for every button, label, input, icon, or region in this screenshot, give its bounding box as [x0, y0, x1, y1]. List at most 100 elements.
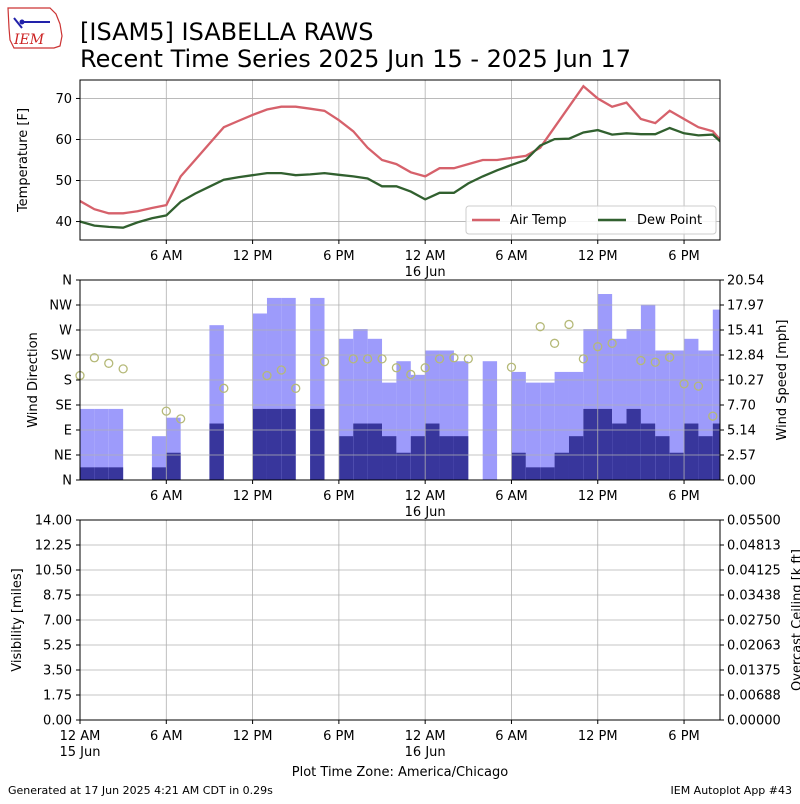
wind-dir-tick-label: NE [54, 449, 72, 464]
wind-gust-bar [540, 382, 555, 480]
wind-speed-bar [655, 436, 670, 480]
wind-speed-bar [439, 436, 454, 480]
wind-dir-tick-label: NW [49, 299, 72, 314]
temperature-xtick-label: 12 PM [233, 249, 273, 264]
wind-speed-ylabel: Wind Speed [mph] [775, 320, 790, 441]
wind-bars-clip [80, 294, 720, 480]
wind-direction-point [708, 411, 718, 421]
visibility-frame [79, 519, 721, 721]
wind-speed-tick-label: 2.57 [727, 449, 756, 464]
wind-speed-bar [151, 467, 167, 480]
wind-direction-point [104, 358, 114, 368]
wind-speed-bar [712, 423, 720, 480]
wind-speed-bar [94, 467, 109, 480]
wind-direction-point [420, 363, 430, 373]
wind-direction-point [176, 414, 186, 424]
generated-note: Generated at 17 Jun 2025 4:21 AM CDT in … [8, 784, 273, 797]
wind-speed-tick-label: 17.97 [727, 299, 764, 314]
wind-speed-bar [396, 452, 411, 480]
wind-speed-bar [583, 408, 598, 480]
timezone-label: Plot Time Zone: America/Chicago [292, 765, 508, 780]
ceiling-tick-label: 0.05500 [727, 514, 781, 529]
visibility-xtick-label: 12 AM [405, 729, 446, 744]
wind-speed-bar [568, 436, 584, 480]
wind-direction-point [434, 354, 445, 364]
visibility-xtick-date: 16 Jun [405, 745, 446, 760]
wind-gust-bar [94, 408, 109, 480]
temperature-ytick-label: 50 [55, 174, 72, 189]
wind-speed-bar [698, 436, 713, 480]
temperature-ylabel: Temperature [F] [16, 108, 31, 213]
visibility-ytick-label: 1.75 [43, 689, 72, 704]
wind-speed-tick-label: 0.00 [727, 474, 756, 489]
temperature-ytick-label: 60 [55, 133, 72, 148]
wind-dir-tick-label: W [59, 324, 72, 339]
wind-dir-tick-label: N [62, 474, 72, 489]
visibility-ytick-label: 10.50 [35, 564, 72, 579]
wind-xtick-label: 12 PM [578, 489, 618, 504]
wind-speed-bar [108, 467, 124, 480]
wind-gust-bar [108, 408, 124, 480]
wind-dir-tick-label: N [62, 274, 72, 289]
wind-direction-point [665, 352, 675, 362]
ceiling-tick-label: 0.01375 [727, 664, 781, 679]
logo-text: IEM [13, 32, 45, 48]
wind-dir-tick-label: S [64, 374, 72, 389]
wind-direction-point [262, 370, 272, 381]
wind-speed-bar [540, 467, 555, 480]
wind-direction-point [406, 369, 416, 380]
wind-speed-bar [266, 408, 282, 480]
temperature-xtick-label: 12 AM [405, 249, 446, 264]
legend-dew-point-label: Dew Point [637, 213, 702, 228]
wind-speed-bar [310, 408, 325, 480]
wind-bars [80, 294, 720, 480]
wind-direction-point [578, 354, 589, 364]
wind-xtick-label: 12 PM [233, 489, 273, 504]
wind-direction-point [593, 342, 603, 352]
wind-direction-point [291, 383, 301, 393]
visibility-ytick-label: 7.00 [43, 614, 72, 629]
wind-direction-point [679, 379, 689, 389]
temperature-xtick-label: 6 PM [668, 249, 699, 264]
ceiling-tick-label: 0.00688 [727, 689, 781, 704]
wind-gust-bar [525, 382, 541, 480]
visibility-grid [79, 519, 720, 721]
wind-speed-bar [453, 436, 469, 480]
ceiling-tick-label: 0.02063 [727, 639, 781, 654]
temperature-xtick-label: 6 AM [495, 249, 528, 264]
visibility-xtick-date: 15 Jun [60, 745, 101, 760]
visibility-ylabel: Visibility [miles] [10, 568, 25, 671]
visibility-xtick-label: 12 PM [233, 729, 273, 744]
wind-speed-bar [382, 436, 397, 480]
ceiling-tick-label: 0.04125 [727, 564, 781, 579]
wind-speed-bar [338, 436, 354, 480]
title-line-1: [ISAM5] ISABELLA RAWS [80, 18, 373, 46]
wind-xtick-label: 6 PM [323, 489, 354, 504]
wind-speed-bar [612, 423, 627, 480]
title-line-2: Recent Time Series 2025 Jun 15 - 2025 Ju… [80, 45, 631, 73]
visibility-xtick-label: 12 PM [578, 729, 618, 744]
wind-direction-ylabel: Wind Direction [26, 332, 41, 428]
wind-direction-point [362, 354, 373, 364]
temperature-ytick-label: 70 [55, 92, 72, 107]
wind-direction-point [391, 363, 402, 373]
ceiling-tick-label: 0.03438 [727, 589, 781, 604]
temperature-xtick-label: 6 AM [150, 249, 183, 264]
wind-speed-tick-label: 12.84 [727, 349, 764, 364]
temperature-xtick-date: 16 Jun [405, 265, 446, 280]
wind-direction-point [449, 353, 459, 363]
wind-direction-point [650, 357, 660, 367]
wind-speed-bar [511, 452, 526, 480]
wind-direction-point [219, 383, 229, 393]
wind-dir-tick-label: SE [56, 399, 72, 414]
wind-speed-bar [353, 423, 368, 480]
wind-speed-bar [410, 436, 426, 480]
wind-xtick-label: 6 PM [668, 489, 699, 504]
wind-direction-point [564, 319, 574, 330]
wind-speed-tick-label: 7.70 [727, 399, 756, 414]
temperature-frame [79, 79, 721, 241]
